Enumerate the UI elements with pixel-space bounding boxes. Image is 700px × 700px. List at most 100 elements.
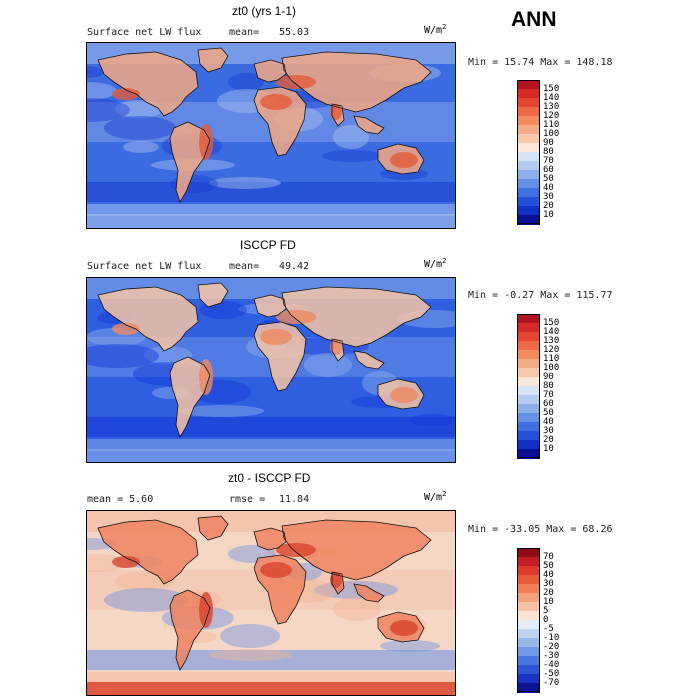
map-coastline <box>97 519 199 585</box>
map-coastline <box>331 338 345 362</box>
panel-3-units-text: W/m <box>424 492 443 503</box>
colorbar-tick-label: 120 <box>543 344 560 355</box>
map-hotspot <box>260 562 292 578</box>
panel-1-units-sup: 2 <box>442 23 447 31</box>
panel-2-map <box>86 277 456 463</box>
map-hotspot <box>199 359 213 395</box>
map-land <box>98 287 198 351</box>
panel-3-stat-label: rmse = <box>229 494 266 505</box>
panel-2-stat-label: mean= <box>229 261 260 272</box>
map-contour-blob <box>104 116 176 140</box>
colorbar-tick-label: 10 <box>543 443 554 454</box>
colorbar-frame <box>517 548 540 692</box>
map-contour-blob <box>409 414 456 426</box>
colorbar-tick-label: -70 <box>543 677 560 688</box>
map-land <box>354 351 384 369</box>
panel-1-colorbar: 150 140 130 120 110 100 90 80 70 60 50 40 30 20 10 <box>517 80 559 225</box>
colorbar-tick-label: 150 <box>543 83 560 94</box>
map-coastline <box>377 143 425 175</box>
colorbar-tick-label: 50 <box>543 560 554 571</box>
map-hotspot <box>276 310 316 324</box>
map-contour-blob <box>380 640 440 652</box>
panel-3-field-label: mean = 5.60 <box>87 494 154 505</box>
colorbar-tick-label: 50 <box>543 407 554 418</box>
panel-2-title: ISCCP FD <box>240 238 296 252</box>
map-contour-blob <box>86 98 130 122</box>
map-antarctica <box>86 449 456 463</box>
map-frame <box>86 510 456 696</box>
map-antarctica <box>86 682 456 696</box>
map-frame <box>86 42 456 229</box>
map-coastline <box>253 527 287 551</box>
map-contour-blob <box>304 353 352 377</box>
panel-1-units-text: W/m <box>424 25 443 36</box>
colorbar-tick-label: 0 <box>543 614 549 625</box>
colorbar-tick-label: 70 <box>543 551 554 562</box>
map-land <box>98 520 198 584</box>
map-hotspot <box>276 543 316 557</box>
panel-3-stat-value: 11.84 <box>279 494 310 505</box>
map-coastline <box>169 589 211 671</box>
map-hotspot <box>330 339 342 355</box>
colorbar-tick-label: -5 <box>543 623 554 634</box>
map-contour-blob <box>104 588 188 612</box>
panel-2-units-sup: 2 <box>442 257 447 265</box>
map-coastline <box>197 282 229 308</box>
map-contour-blob <box>123 141 159 153</box>
map-coastline <box>377 611 425 643</box>
colorbar-tick-label: 50 <box>543 173 554 184</box>
map-coastline <box>97 51 199 117</box>
map-band <box>86 439 456 451</box>
map-frame <box>86 277 456 463</box>
colorbar-tick-label: 30 <box>543 191 554 202</box>
panel-3-minmax: Min = -33.05 Max = 68.26 <box>468 524 613 535</box>
panel-2-units-text: W/m <box>424 259 443 270</box>
map-contour-blob <box>209 649 293 661</box>
map-coastline <box>331 103 345 127</box>
colorbar-tick-label: 10 <box>543 209 554 220</box>
colorbar-tick-label: 40 <box>543 569 554 580</box>
map-coastline <box>197 47 229 73</box>
map-hotspot <box>112 323 140 335</box>
map-coastline <box>281 286 432 348</box>
map-land <box>354 584 384 602</box>
map-coastline <box>353 350 385 370</box>
colorbar-tick-label: -30 <box>543 650 560 661</box>
map-contour-blob <box>220 624 280 648</box>
colorbar-tick-label: 90 <box>543 371 554 382</box>
colorbar-tick-label: 120 <box>543 110 560 121</box>
map-antarctica <box>86 214 456 229</box>
panel-1-field-label: Surface net LW flux <box>87 27 202 38</box>
map-coastline <box>253 59 287 83</box>
colorbar-tick-label: 110 <box>543 119 560 130</box>
colorbar-tick-label: 150 <box>543 317 560 328</box>
map-contour-blob <box>180 405 264 417</box>
colorbar-tick-label: 130 <box>543 335 560 346</box>
map-contour-blob <box>86 344 159 368</box>
map-contour-blob <box>333 597 381 621</box>
panel-3-map <box>86 510 456 696</box>
map-contour-blob <box>209 177 281 189</box>
colorbar-tick-label: 40 <box>543 416 554 427</box>
panel-3-title: zt0 - ISCCP FD <box>228 471 311 485</box>
map-coastline <box>353 583 385 603</box>
map-hotspot <box>260 94 292 110</box>
map-contour-blob <box>333 125 369 149</box>
map-hotspot <box>390 620 418 636</box>
colorbar-tick-label: 130 <box>543 101 560 112</box>
colorbar-tick-label: 60 <box>543 164 554 175</box>
map-land <box>282 52 431 112</box>
map-land <box>98 52 198 116</box>
map-contour-blob <box>322 150 382 162</box>
colorbar-tick-label: 40 <box>543 182 554 193</box>
colorbar-tick-label: -50 <box>543 668 560 679</box>
map-hotspot <box>390 387 418 403</box>
map-land <box>198 516 228 540</box>
map-land <box>254 60 286 82</box>
colorbar-tick-label: 140 <box>543 326 560 337</box>
map-hotspot <box>199 592 213 628</box>
colorbar-tick-label: 20 <box>543 200 554 211</box>
colorbar-tick-label: 70 <box>543 389 554 400</box>
map-land <box>198 283 228 307</box>
colorbar-tick-label: 5 <box>543 605 549 616</box>
